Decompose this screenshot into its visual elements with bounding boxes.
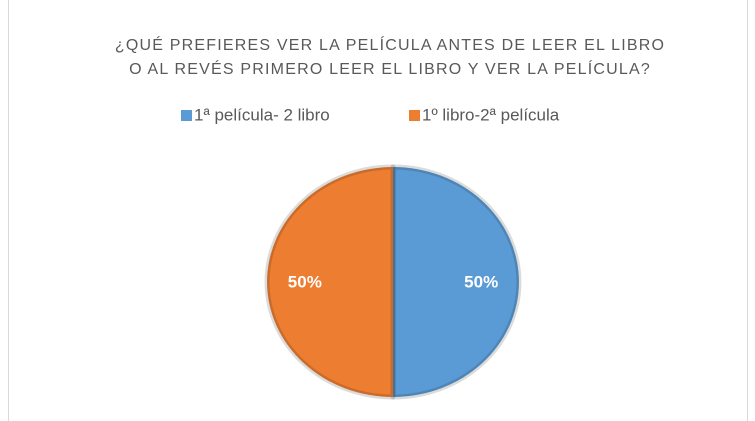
chart-title: O AL REVÉS PRIMERO LEER EL LIBRO Y VER L… (129, 59, 651, 78)
legend-swatch (181, 110, 192, 121)
legend-swatch (409, 110, 420, 121)
chart-title: ¿QUÉ PREFIERES VER LA PELÍCULA ANTES DE … (115, 35, 665, 54)
legend-label: 1ª película- 2 libro (194, 105, 330, 124)
data-label: 50% (288, 272, 322, 291)
pie-slice (390, 164, 522, 400)
data-label: 50% (464, 272, 498, 291)
pie-slice (264, 164, 396, 400)
legend-label: 1º libro-2ª película (422, 105, 560, 124)
